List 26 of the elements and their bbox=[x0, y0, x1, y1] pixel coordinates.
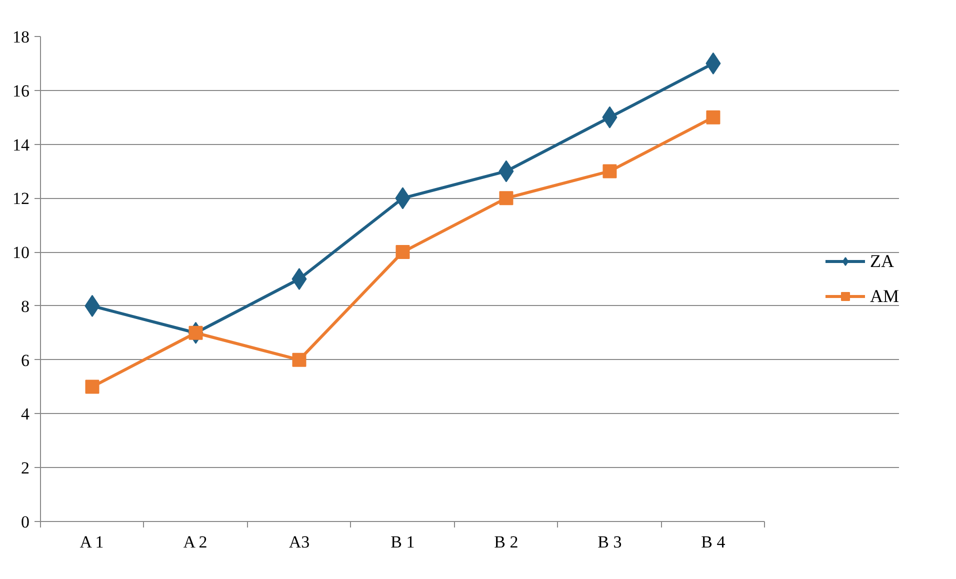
y-tick-label: 6 bbox=[21, 350, 30, 370]
point bbox=[292, 268, 307, 290]
y-tick-label: 16 bbox=[12, 81, 30, 100]
legend-label: ZA bbox=[870, 250, 894, 272]
x-tick-label: B 2 bbox=[494, 532, 518, 552]
y-tick-label: 10 bbox=[12, 243, 30, 262]
point bbox=[706, 110, 720, 124]
x-tick-label: B 4 bbox=[701, 532, 726, 552]
point bbox=[396, 245, 410, 260]
y-tick-label: 4 bbox=[21, 404, 30, 424]
x-tick-label: A 1 bbox=[80, 532, 104, 552]
point bbox=[602, 164, 617, 178]
point bbox=[499, 191, 514, 206]
y-tick-label: 14 bbox=[12, 135, 30, 154]
point bbox=[85, 380, 100, 394]
legend-label: AM bbox=[870, 286, 899, 306]
point bbox=[292, 352, 306, 367]
y-tick-label: 0 bbox=[21, 512, 30, 532]
y-tick-label: 2 bbox=[21, 458, 30, 478]
y-tick-label: 12 bbox=[12, 189, 30, 208]
x-tick-label: A3 bbox=[288, 532, 310, 552]
x-tick-label: B 1 bbox=[390, 532, 415, 552]
y-tick-label: 18 bbox=[12, 28, 30, 46]
x-tick-label: A 2 bbox=[183, 532, 208, 552]
y-tick-label: 8 bbox=[21, 296, 30, 316]
x-tick-label: B 3 bbox=[598, 532, 622, 552]
